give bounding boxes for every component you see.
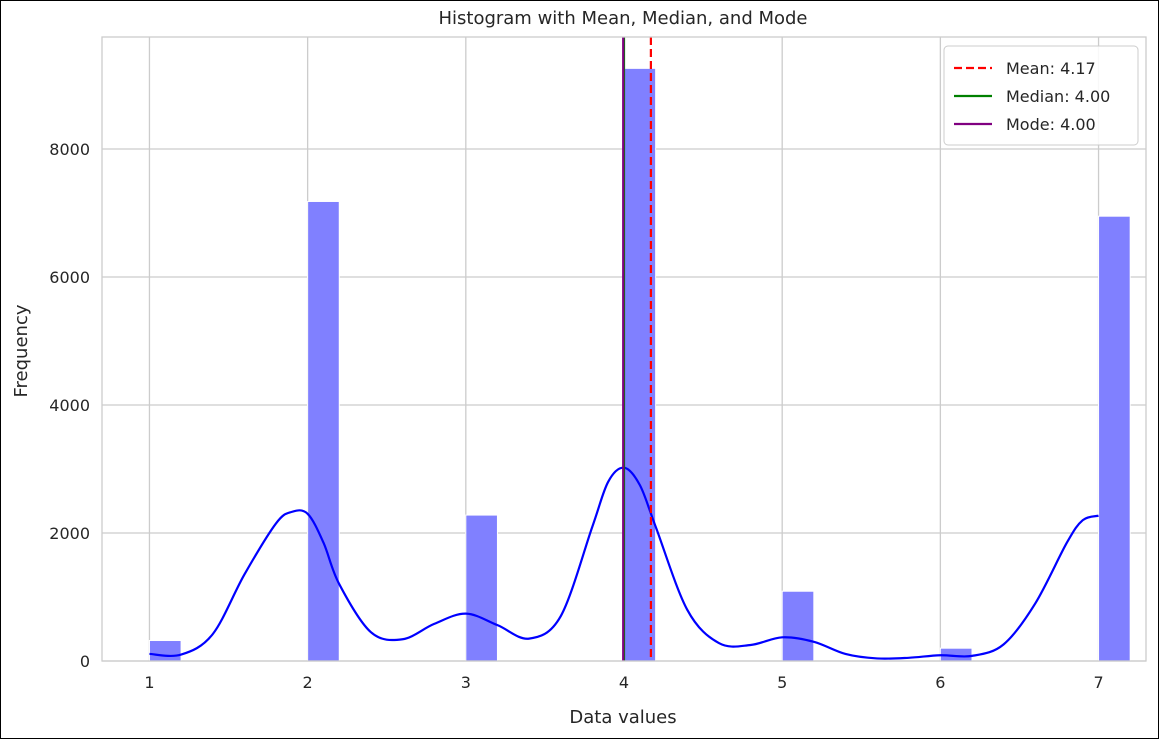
chart-title: Histogram with Mean, Median, and Mode [438, 8, 807, 29]
y-tick-label: 2000 [49, 524, 90, 543]
histogram-bar [307, 200, 340, 662]
x-tick-label: 5 [777, 673, 787, 692]
histogram-bar [148, 640, 182, 662]
histogram-bars [148, 67, 1131, 662]
y-axis-label: Frequency [11, 304, 32, 397]
x-tick-label: 2 [303, 673, 313, 692]
legend: Mean: 4.17 Median: 4.00 Mode: 4.00 [943, 45, 1139, 146]
legend-entry: Median: 4.00 [1006, 87, 1110, 106]
legend-entry: Mean: 4.17 [1006, 59, 1096, 78]
y-tick-label: 6000 [49, 268, 90, 287]
kde-curve [149, 466, 1099, 660]
kde-curve-group [149, 466, 1099, 660]
y-tick-label: 8000 [49, 140, 90, 159]
histogram-bar [781, 590, 815, 662]
x-tick-labels: 1 2 3 4 5 6 7 [144, 673, 1103, 692]
y-tick-label: 4000 [49, 396, 90, 415]
x-tick-label: 4 [619, 673, 629, 692]
x-axis-label: Data values [569, 707, 676, 728]
legend-entry: Mode: 4.00 [1006, 115, 1096, 134]
x-tick-label: 3 [461, 673, 471, 692]
histogram-bar [465, 514, 498, 662]
y-tick-labels: 0 2000 4000 6000 8000 [49, 140, 90, 671]
y-tick-label: 0 [80, 652, 90, 671]
histogram-bar [1098, 215, 1131, 662]
axes-frame [101, 36, 1147, 662]
x-tick-label: 6 [935, 673, 945, 692]
x-tick-label: 7 [1093, 673, 1103, 692]
legend-box [943, 45, 1139, 146]
x-tick-label: 1 [144, 673, 154, 692]
reference-lines [622, 37, 652, 661]
